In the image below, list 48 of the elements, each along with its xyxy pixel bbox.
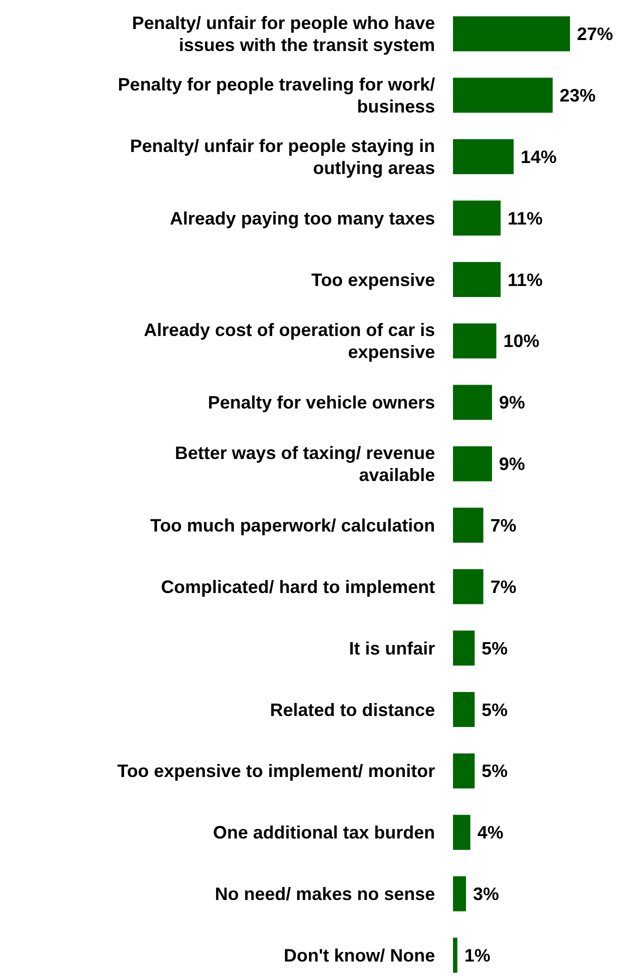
- bar: [453, 938, 458, 973]
- y-tick-label: Already paying too many taxes: [170, 208, 435, 228]
- bar: [453, 139, 514, 174]
- bar: [453, 446, 492, 482]
- y-tick-label: Don't know/ None: [284, 946, 435, 966]
- data-label: 3%: [473, 884, 500, 904]
- y-tick-label: Penalty for people traveling for work/ business: [118, 74, 435, 117]
- y-tick-label: Too much paperwork/ calculation: [150, 516, 435, 536]
- data-label: 9%: [499, 392, 526, 413]
- data-label: 5%: [482, 638, 508, 658]
- bar: [453, 262, 501, 298]
- y-tick-label: Too expensive: [311, 270, 435, 290]
- data-label: 23%: [560, 86, 596, 106]
- bar: [453, 78, 553, 113]
- data-label: 27%: [577, 24, 614, 44]
- bar: [453, 630, 475, 666]
- data-label: 11%: [508, 208, 543, 228]
- bar: [453, 876, 466, 912]
- y-tick-label: No need/ makes no sense: [214, 884, 435, 904]
- y-tick-label: Already cost of operation of car is expensive: [144, 320, 435, 362]
- data-label: 14%: [520, 146, 557, 167]
- data-label: 5%: [482, 700, 508, 720]
- y-tick-label: Penalty/ unfair for people staying in outlying areas: [130, 136, 435, 178]
- y-tick-label: Complicated/ hard to implement: [160, 576, 435, 597]
- bar: [453, 692, 475, 728]
- bar: [453, 508, 484, 543]
- y-tick-label: Penalty/ unfair for people who have issues with the transit system: [132, 13, 435, 56]
- data-label: 5%: [482, 761, 508, 782]
- y-tick-label: One additional tax burden: [212, 822, 435, 843]
- data-label: 7%: [490, 516, 516, 536]
- data-label: 10%: [503, 331, 540, 352]
- bar: [453, 753, 475, 788]
- bar: [453, 814, 470, 850]
- y-tick-label: Penalty for vehicle owners: [208, 392, 435, 413]
- y-tick-label: Related to distance: [270, 700, 435, 720]
- data-label: 1%: [464, 946, 490, 966]
- y-tick-label: Too expensive to implement/ monitor: [117, 761, 435, 782]
- data-label: 4%: [477, 822, 504, 843]
- data-label: 9%: [499, 454, 526, 474]
- y-tick-label: Better ways of taxing/ revenue available: [174, 443, 435, 486]
- data-label: 11%: [508, 270, 543, 290]
- bar: [453, 384, 492, 420]
- bar: [453, 323, 496, 358]
- bar: [453, 16, 570, 52]
- bar: [453, 569, 484, 604]
- y-tick-label: It is unfair: [348, 638, 435, 658]
- data-label: 7%: [490, 576, 516, 597]
- bar: [453, 200, 501, 236]
